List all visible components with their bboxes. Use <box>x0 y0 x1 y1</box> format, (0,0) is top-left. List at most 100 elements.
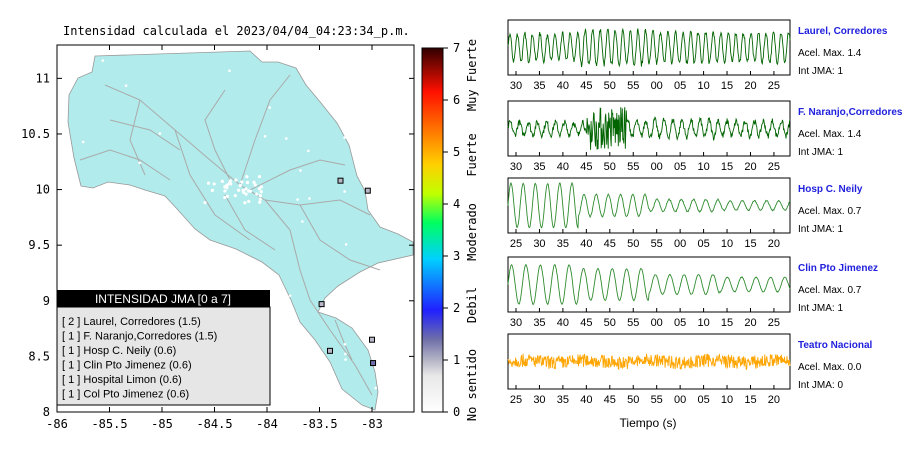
seismogram-tick-label: 05 <box>697 394 709 406</box>
seismogram-tick-label: 40 <box>557 317 569 329</box>
seismogram-tick-label: 00 <box>651 161 663 173</box>
seismogram-tick-label: 25 <box>768 161 780 173</box>
seismogram-tick-label: 50 <box>627 394 639 406</box>
map-x-tick-label: -84.5 <box>196 417 232 431</box>
seismogram-tick-label: 05 <box>674 80 686 92</box>
station-acel-max: Acel. Max. 0.7 <box>798 285 862 296</box>
map-x-tick-label: -83 <box>361 417 383 431</box>
seismogram-tick-label: 05 <box>697 238 709 250</box>
seismogram-tick-label: 10 <box>697 317 709 329</box>
seismogram-panel: 25 30 35 40 45 50 55 00 05 10 15 20 Hosp C. Neily Ace… <box>507 177 863 250</box>
station-marker <box>318 301 325 308</box>
station-marker <box>370 360 377 367</box>
seismogram-tick-label: 10 <box>697 80 709 92</box>
map-y-tick-label: 9.5 <box>28 238 50 252</box>
seismogram-tick-label: 15 <box>721 161 733 173</box>
map-axes: -86 -85.5 -85 -84.5 -84 -83.5 -83 11 10.5 10 9.5 9 8… <box>21 45 414 431</box>
seismogram-frame <box>507 100 791 157</box>
colorbar-category-label: Debil <box>465 287 479 323</box>
seismogram-tick-label: 35 <box>557 394 569 406</box>
legend-title: INTENSIDAD JMA [0 a 7] <box>95 292 231 306</box>
seismogram-trace <box>507 353 791 371</box>
seismogram-tick-label: 00 <box>674 394 686 406</box>
colorbar-category-label: No sentido <box>465 349 479 421</box>
map-x-tick-label: -85 <box>151 417 173 431</box>
seismogram-tick-label: 50 <box>604 161 616 173</box>
seismogram-tick-label: 35 <box>533 80 545 92</box>
legend-item: [ 1 ] Clin Pto Jimenez (0.6) <box>62 360 192 372</box>
map-y-tick-label: 11 <box>36 71 50 85</box>
station-name: Laurel, Corredores <box>798 26 888 37</box>
seismogram-tick-label: 45 <box>580 80 592 92</box>
station-marker <box>327 347 333 354</box>
map-x-tick-label: -83.5 <box>301 417 337 431</box>
seismogram-frame <box>507 256 791 313</box>
colorbar-tick-label: 5 <box>453 145 460 159</box>
seismogram-tick-label: 40 <box>580 238 592 250</box>
seismogram-tick-label: 25 <box>510 238 522 250</box>
colorbar-tick-label: 4 <box>453 197 460 211</box>
map-y-tick-label: 8.5 <box>28 349 50 363</box>
seismogram-trace <box>507 263 791 306</box>
seismogram-tick-label: 50 <box>604 80 616 92</box>
colorbar-tick-label: 0 <box>453 405 460 419</box>
station-int-jma: Int JMA: 1 <box>798 303 843 314</box>
colorbar-tick-label: 1 <box>453 353 460 367</box>
seismogram-tick-label: 05 <box>674 317 686 329</box>
map-y-tick-label: 9 <box>43 294 50 308</box>
seismo-xlabel: Tiempo (s) <box>620 416 677 430</box>
station-name: Teatro Nacional <box>798 340 872 351</box>
map-plot: -86 -85.5 -85 -84.5 -84 -83.5 -83 11 10.5 10 9.5 9 8… <box>21 44 415 431</box>
station-markers <box>318 177 377 367</box>
seismogram-tick-label: 00 <box>651 80 663 92</box>
seismogram-tick-label: 45 <box>580 161 592 173</box>
seismogram-tick-label: 55 <box>627 161 639 173</box>
station-int-jma: Int JMA: 0 <box>798 380 843 391</box>
colorbar-category-label: Moderado <box>465 203 479 261</box>
legend-item: [ 1 ] Col Pto Jimenez (0.6) <box>62 389 189 401</box>
seismogram-tick-label: 45 <box>580 317 592 329</box>
seismogram-tick-label: 35 <box>557 238 569 250</box>
seismogram-tick-label: 45 <box>604 394 616 406</box>
seismogram-tick-label: 20 <box>744 317 756 329</box>
seismogram-tick-label: 10 <box>697 161 709 173</box>
seismogram-tick-label: 20 <box>768 394 780 406</box>
map-x-tick-label: -86 <box>46 417 68 431</box>
station-acel-max: Acel. Max. 0.0 <box>798 362 862 373</box>
station-name: F. Naranjo,Corredores <box>798 107 903 118</box>
seismogram-tick-label: 25 <box>768 80 780 92</box>
colorbar-category-label: Muy Fuerte <box>465 39 479 111</box>
seismogram-tick-label: 25 <box>768 317 780 329</box>
seismogram-tick-label: 10 <box>721 394 733 406</box>
seismogram-tick-label: 40 <box>557 161 569 173</box>
colorbar-tick-label: 7 <box>453 41 460 55</box>
station-int-jma: Int JMA: 1 <box>798 147 843 158</box>
seismogram-panel: 30 35 40 45 50 55 00 05 10 15 20 25 F. Naranjo,Corre… <box>507 100 903 173</box>
station-name: Clin Pto Jimenez <box>798 263 878 274</box>
seismogram-tick-label: 25 <box>510 394 522 406</box>
seismogram-tick-label: 50 <box>604 317 616 329</box>
colorbar-category-label: Fuerte <box>465 133 479 176</box>
colorbar-tick-label: 3 <box>453 249 460 263</box>
seismogram-tick-label: 15 <box>721 80 733 92</box>
station-marker <box>337 177 344 184</box>
seismogram-panel: 30 35 40 45 50 55 00 05 10 15 20 25 Laurel, Corredor… <box>507 19 888 92</box>
station-int-jma: Int JMA: 1 <box>798 224 843 235</box>
seismogram-tick-label: 30 <box>510 80 522 92</box>
map-y-tick-label: 10.5 <box>21 127 50 141</box>
seismogram-tick-label: 55 <box>627 80 639 92</box>
station-marker <box>364 187 371 194</box>
legend-item: [ 1 ] Hosp C. Neily (0.6) <box>62 345 176 357</box>
seismogram-trace <box>507 181 791 229</box>
seismogram-tick-label: 00 <box>651 317 663 329</box>
seismogram-tick-label: 40 <box>580 394 592 406</box>
seismogram-tick-label: 45 <box>604 238 616 250</box>
intensity-colorbar: 0 1 2 3 4 5 6 7 No sentido Debil Moderado Fuerte Mu… <box>421 39 479 421</box>
station-acel-max: Acel. Max. 1.4 <box>798 129 862 140</box>
seismogram-frame <box>507 19 791 76</box>
seismogram-tick-label: 20 <box>768 238 780 250</box>
map-y-tick-label: 10 <box>36 183 50 197</box>
seismogram-tick-label: 15 <box>721 317 733 329</box>
